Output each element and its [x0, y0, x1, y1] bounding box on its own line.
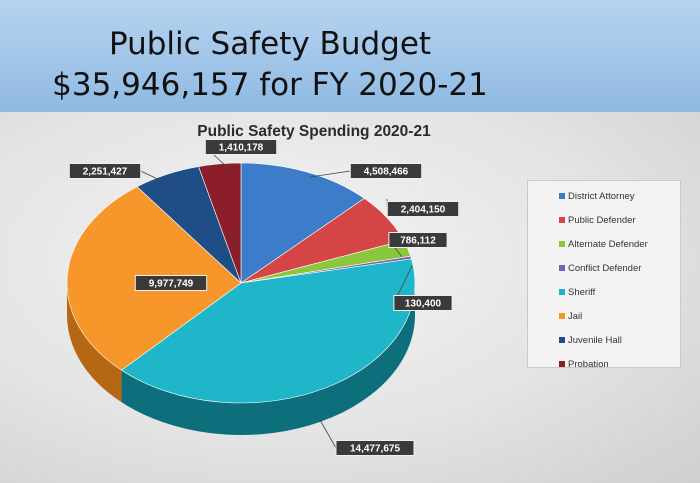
- pie-slice-0: [240, 162, 365, 284]
- data-label-box-5: [134, 275, 208, 291]
- data-label-box-2: [388, 232, 448, 248]
- legend-item-district-attorney: District Attorney: [559, 191, 635, 202]
- legend-label: Juvenile Hall: [568, 335, 622, 346]
- data-label-5: 9,977,749: [149, 279, 194, 290]
- legend-label: District Attorney: [568, 191, 635, 202]
- legend-swatch: [559, 337, 565, 343]
- legend-item-public-defender: Public Defender: [559, 215, 636, 226]
- legend-swatch: [559, 313, 565, 319]
- data-label-box-1: [386, 201, 460, 217]
- slide-header: Public Safety Budget $35,946,157 for FY …: [0, 0, 700, 112]
- pie-side-4: [121, 283, 415, 436]
- data-label-3: 130,400: [405, 299, 442, 310]
- legend-label: Alternate Defender: [568, 239, 648, 250]
- legend-item-alternate-defender: Alternate Defender: [559, 239, 648, 250]
- leader-line-0: [309, 170, 351, 178]
- legend-item-conflict-defender: Conflict Defender: [559, 263, 642, 274]
- data-label-7: 1,410,178: [219, 143, 264, 154]
- chart-legend: District Attorney Public Defender Altern…: [527, 180, 681, 370]
- chart-title: Public Safety Spending 2020-21: [197, 123, 431, 140]
- data-label-box-3: [393, 295, 453, 311]
- leader-line-4: [319, 419, 337, 449]
- data-label-2: 786,112: [400, 236, 436, 247]
- legend-label: Sheriff: [568, 287, 596, 298]
- slide-title-line2: $35,946,157 for FY 2020-21: [52, 67, 488, 103]
- pie-slice-7: [198, 162, 242, 284]
- legend-label: Jail: [568, 311, 583, 322]
- leader-line-6: [140, 170, 167, 184]
- legend-label: Conflict Defender: [568, 263, 642, 274]
- legend-swatch: [559, 193, 565, 199]
- legend-item-probation: Probation: [559, 359, 609, 370]
- data-label-6: 2,251,427: [83, 167, 128, 178]
- legend-label: Public Defender: [568, 215, 636, 226]
- legend-swatch: [559, 289, 565, 295]
- data-label-box-4: [335, 440, 415, 456]
- legend-item-sheriff: Sheriff: [559, 287, 596, 298]
- slide-title-line1: Public Safety Budget: [108, 26, 432, 62]
- pie-side-5: [67, 283, 122, 403]
- legend-item-juvenile-hall: Juvenile Hall: [559, 335, 622, 346]
- data-label-box-7: [204, 139, 278, 155]
- legend-swatch: [559, 265, 565, 271]
- legend-label: Probation: [568, 359, 609, 370]
- legend-swatch: [559, 241, 565, 247]
- data-label-box-0: [349, 163, 423, 179]
- legend-swatch: [559, 217, 565, 223]
- data-label-1: 2,404,150: [401, 205, 446, 216]
- legend-swatch: [559, 361, 565, 367]
- data-label-4: 14,477,675: [350, 444, 400, 455]
- data-label-box-6: [68, 163, 142, 179]
- data-label-0: 4,508,466: [364, 167, 409, 178]
- legend-item-jail: Jail: [559, 311, 583, 322]
